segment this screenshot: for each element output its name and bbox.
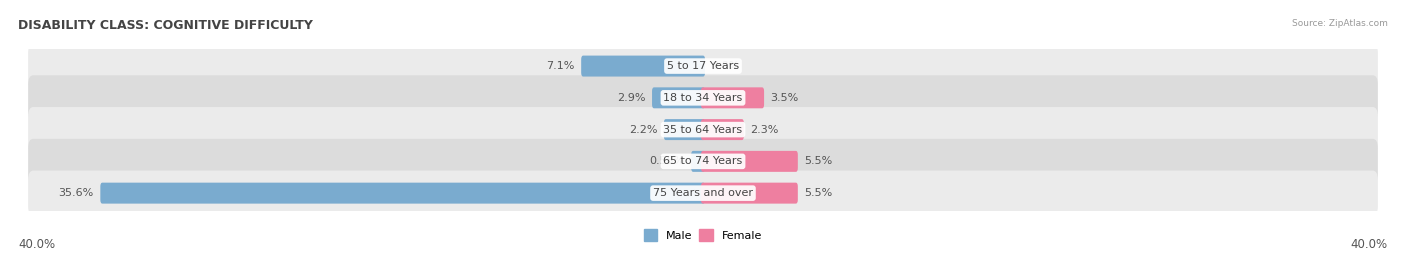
FancyBboxPatch shape <box>28 43 1378 89</box>
FancyBboxPatch shape <box>652 87 704 108</box>
Text: 2.3%: 2.3% <box>751 124 779 135</box>
Text: 35 to 64 Years: 35 to 64 Years <box>664 124 742 135</box>
Text: 5 to 17 Years: 5 to 17 Years <box>666 61 740 71</box>
FancyBboxPatch shape <box>28 139 1378 184</box>
Text: 7.1%: 7.1% <box>547 61 575 71</box>
Text: DISABILITY CLASS: COGNITIVE DIFFICULTY: DISABILITY CLASS: COGNITIVE DIFFICULTY <box>18 19 314 32</box>
Legend: Male, Female: Male, Female <box>644 229 762 241</box>
Text: 40.0%: 40.0% <box>18 238 55 251</box>
FancyBboxPatch shape <box>702 87 763 108</box>
FancyBboxPatch shape <box>28 75 1378 120</box>
FancyBboxPatch shape <box>702 183 797 204</box>
FancyBboxPatch shape <box>692 151 704 172</box>
Text: 2.2%: 2.2% <box>628 124 658 135</box>
Text: 40.0%: 40.0% <box>1351 238 1388 251</box>
FancyBboxPatch shape <box>100 183 704 204</box>
Text: 18 to 34 Years: 18 to 34 Years <box>664 93 742 103</box>
Text: 2.9%: 2.9% <box>617 93 645 103</box>
FancyBboxPatch shape <box>28 107 1378 152</box>
FancyBboxPatch shape <box>581 56 704 77</box>
Text: 35.6%: 35.6% <box>59 188 94 198</box>
Text: 0.58%: 0.58% <box>650 156 685 166</box>
Text: 5.5%: 5.5% <box>804 188 832 198</box>
Text: 0.0%: 0.0% <box>711 61 740 71</box>
FancyBboxPatch shape <box>702 151 797 172</box>
Text: 75 Years and over: 75 Years and over <box>652 188 754 198</box>
Text: 5.5%: 5.5% <box>804 156 832 166</box>
Text: Source: ZipAtlas.com: Source: ZipAtlas.com <box>1292 19 1388 28</box>
Text: 3.5%: 3.5% <box>770 93 799 103</box>
FancyBboxPatch shape <box>664 119 704 140</box>
FancyBboxPatch shape <box>702 119 744 140</box>
Text: 65 to 74 Years: 65 to 74 Years <box>664 156 742 166</box>
FancyBboxPatch shape <box>28 171 1378 216</box>
